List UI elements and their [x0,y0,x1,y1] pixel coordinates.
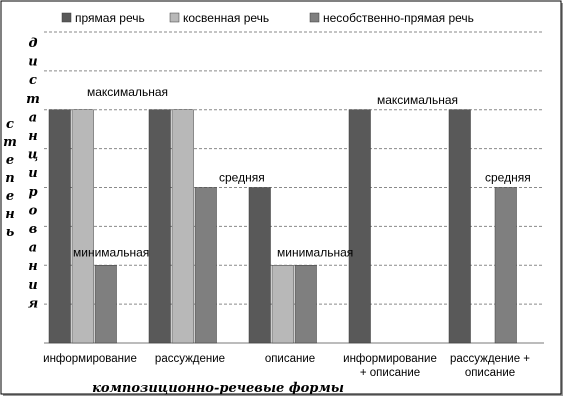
bar-3-5[interactable] [494,187,517,344]
y-axis-title-letter: ц [28,148,38,163]
y-axis-title-letter: о [29,203,38,218]
y-axis-title-letter: т [3,135,17,150]
y-axis-title-letter: н [5,207,14,222]
y-axis-title-letter: в [29,222,38,237]
y-axis-title-letter: д [28,36,37,51]
legend-swatch-3 [309,12,320,23]
annotation-label: минимальная [277,245,353,259]
y-axis-title-letter: р [28,185,37,200]
bar-1-3[interactable] [248,187,271,344]
y-axis-title-letter: с [29,73,37,88]
y-axis-title-letter: и [28,55,37,70]
bar-1-5[interactable] [448,109,471,344]
x-tick-label: рассуждение [155,353,225,365]
legend-label: косвенная речь [183,11,269,25]
x-axis-title: композиционно-речевые формы [92,381,344,396]
annotation-label: средняя [219,171,265,185]
x-tick-label: описание [265,353,315,365]
bar-2-3[interactable] [271,265,294,344]
x-tick-label: информирование [343,353,437,365]
y-axis-title-letter: п [5,171,14,186]
x-tick-label: описание [465,367,515,379]
legend-label: прямая речь [75,11,145,25]
annotation-label: средняя [485,171,531,185]
bar-1-4[interactable] [348,109,371,344]
y-axis-title-letter: е [6,153,14,168]
bar-3-2[interactable] [194,187,217,344]
legend-swatch-2 [169,12,180,23]
y-axis-title-letter: с [6,117,14,132]
bar-3-3[interactable] [294,265,317,344]
x-tick-label: + описание [360,367,420,379]
legend-label: несобственно-прямая речь [323,11,474,25]
y-axis-title-letter: т [26,92,40,107]
annotation-label: минимальная [73,245,149,259]
bar-1-2[interactable] [148,109,171,344]
bar-2-1[interactable] [71,109,94,344]
y-axis-title-letter: и [28,278,37,293]
bar-1-1[interactable] [48,109,71,344]
x-tick-label: информирование [43,353,137,365]
y-axis-title-letter: я [28,296,38,311]
bar-2-2[interactable] [171,109,194,344]
y-axis-title-letter: н [28,129,37,144]
annotation-label: максимальная [87,85,168,99]
bar-3-1[interactable] [94,265,117,344]
y-axis-title-letter: н [28,259,37,274]
x-tick-label: рассуждение + [450,353,530,365]
y-axis-title-letter: а [29,241,37,256]
annotation-label: максимальная [377,93,458,107]
y-axis-title-letter: а [29,110,37,125]
y-axis-title-letter: е [6,189,14,204]
y-axis-title-letter: и [28,166,37,181]
legend-swatch-1 [61,12,72,23]
y-axis-title-letter: ь [6,225,15,240]
